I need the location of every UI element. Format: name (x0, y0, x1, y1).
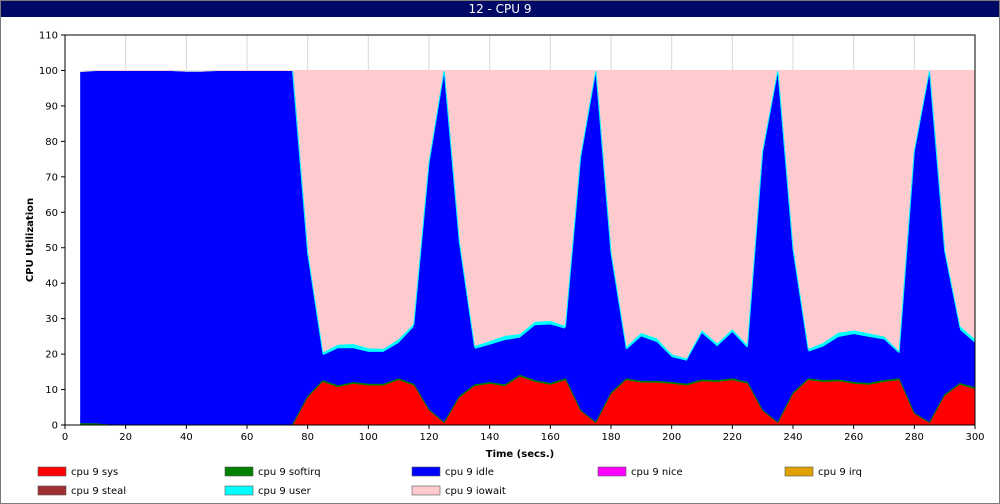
legend-swatch-cpu-9-nice (597, 466, 627, 477)
x-tick-label: 220 (723, 432, 742, 443)
line-cpu-9-iowait (80, 69, 975, 73)
legend-swatch-cpu-9-iowait (411, 485, 441, 496)
legend-label-cpu-9-steal: cpu 9 steal (71, 486, 126, 497)
x-tick-label: 100 (359, 432, 378, 443)
area-cpu-9-idle (80, 70, 975, 426)
legend-swatch-cpu-9-idle (411, 466, 441, 477)
legend-swatch-cpu-9-steal (37, 485, 67, 496)
legend-swatch-cpu-9-user (224, 485, 254, 496)
y-tick-label: 0 (52, 421, 58, 432)
x-tick-label: 0 (62, 432, 68, 443)
legend-label-cpu-9-softirq: cpu 9 softirq (258, 467, 321, 478)
legend-label-cpu-9-user: cpu 9 user (258, 486, 312, 497)
x-tick-label: 180 (601, 432, 620, 443)
x-tick-label: 20 (119, 432, 132, 443)
y-tick-label: 100 (39, 66, 58, 77)
y-tick-label: 60 (45, 208, 58, 219)
x-tick-label: 200 (662, 432, 681, 443)
plot-frame (64, 34, 976, 426)
legend-swatch-cpu-9-sys (37, 466, 67, 477)
legend-label-cpu-9-iowait: cpu 9 iowait (445, 486, 506, 497)
x-tick-label: 120 (419, 432, 438, 443)
window-title: 12 - CPU 9 (1, 1, 999, 17)
legend-label-cpu-9-irq: cpu 9 irq (818, 467, 862, 478)
y-tick-label: 40 (45, 279, 58, 290)
legend-swatch-cpu-9-softirq (224, 466, 254, 477)
y-tick-label: 110 (39, 31, 58, 42)
y-tick-label: 90 (45, 101, 58, 112)
x-tick-label: 80 (301, 432, 314, 443)
x-tick-label: 300 (965, 432, 984, 443)
x-tick-label: 40 (180, 432, 193, 443)
x-tick-label: 60 (241, 432, 254, 443)
x-tick-label: 260 (844, 432, 863, 443)
area-cpu-9-iowait (80, 70, 975, 360)
y-tick-label: 50 (45, 243, 58, 254)
y-tick-label: 10 (45, 385, 58, 396)
x-tick-label: 160 (541, 432, 560, 443)
legend-label-cpu-9-nice: cpu 9 nice (631, 467, 683, 478)
y-tick-label: 20 (45, 350, 58, 361)
x-tick-label: 240 (783, 432, 802, 443)
x-axis-title: Time (secs.) (486, 449, 555, 460)
area-cpu-9-sys (80, 377, 975, 425)
legend-swatch-cpu-9-irq (784, 466, 814, 477)
x-tick-label: 140 (480, 432, 499, 443)
y-axis-title: CPU Utilization (25, 198, 36, 282)
x-tick-label: 280 (905, 432, 924, 443)
legend-label-cpu-9-idle: cpu 9 idle (445, 467, 494, 478)
y-tick-label: 70 (45, 172, 58, 183)
y-tick-label: 80 (45, 137, 58, 148)
legend-label-cpu-9-sys: cpu 9 sys (71, 467, 118, 478)
y-tick-label: 30 (45, 314, 58, 325)
